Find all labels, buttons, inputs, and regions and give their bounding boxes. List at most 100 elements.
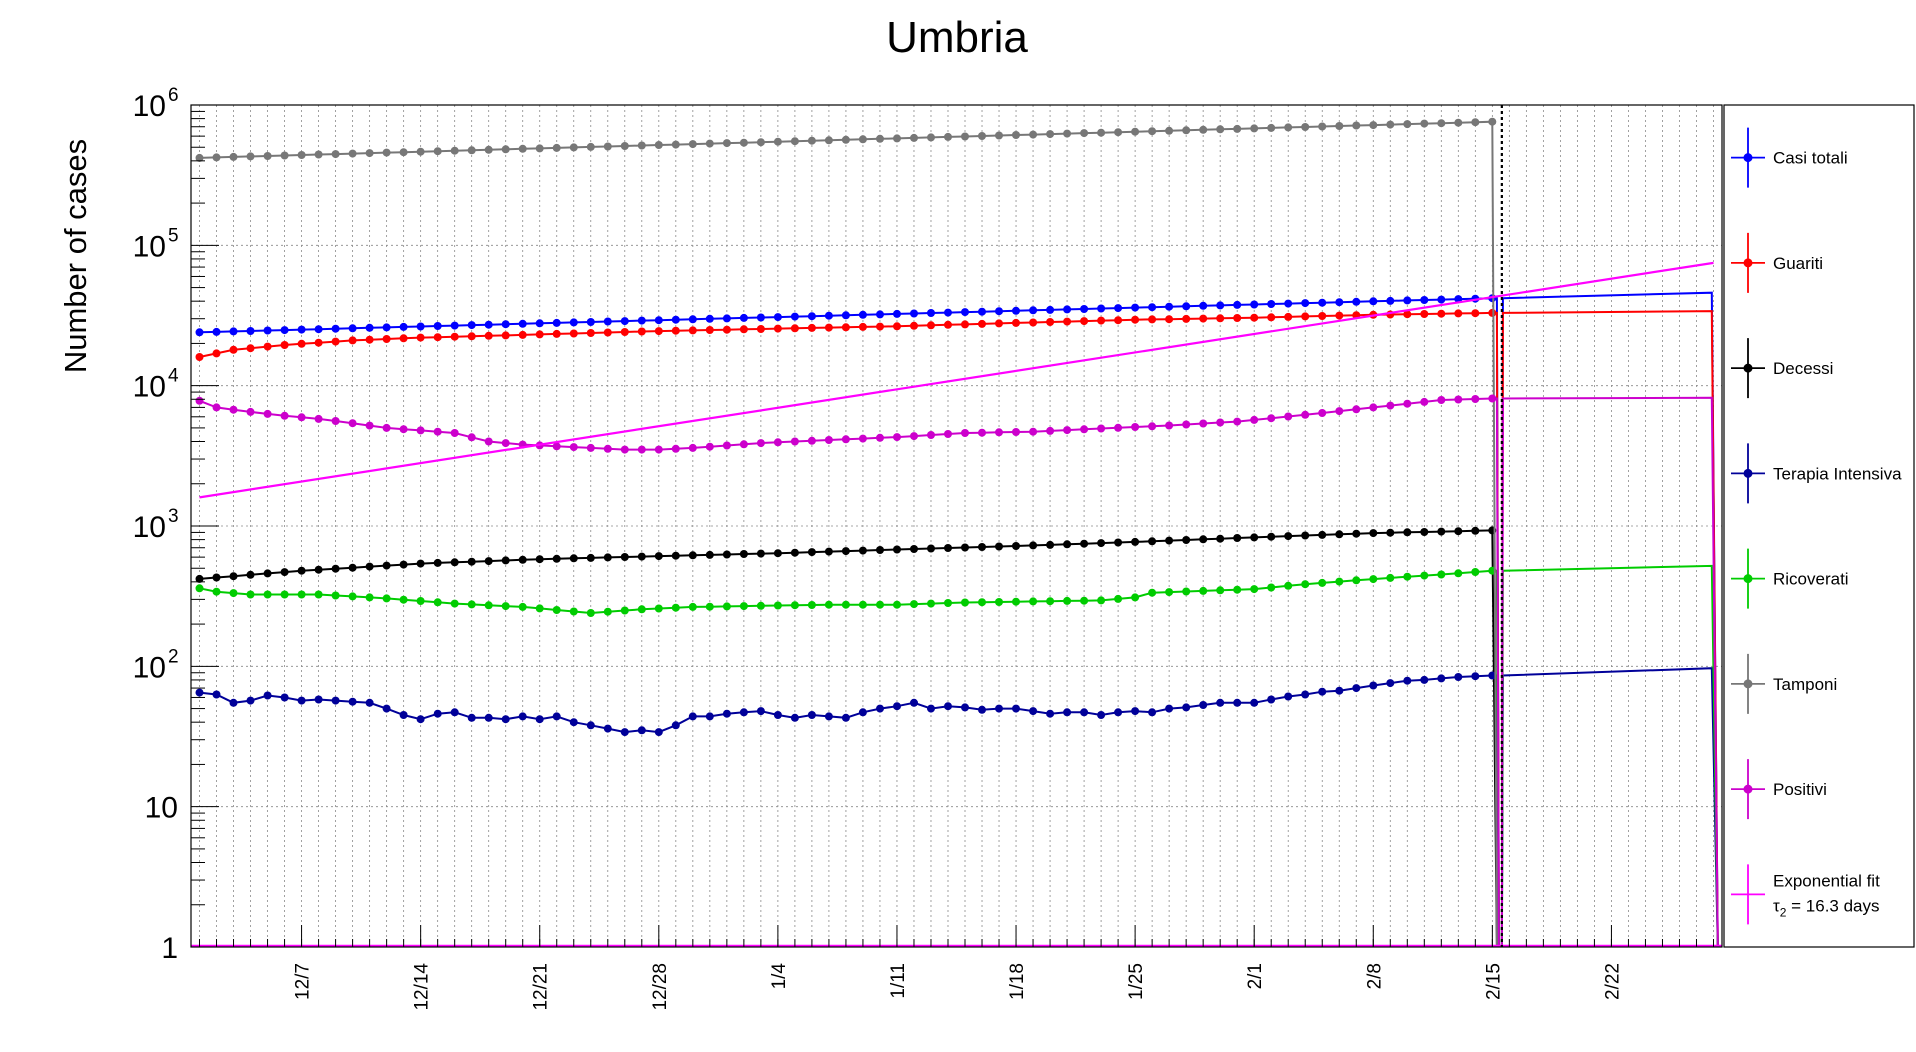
data-point <box>433 709 442 718</box>
data-point <box>1437 674 1446 683</box>
data-point <box>1369 681 1378 690</box>
data-point <box>824 712 833 721</box>
data-point <box>944 702 952 711</box>
data-point <box>348 592 357 601</box>
data-point <box>1182 420 1191 429</box>
data-point <box>671 721 680 730</box>
data-point <box>1233 300 1242 309</box>
fit-line <box>199 261 1714 499</box>
data-point <box>229 327 238 336</box>
data-point <box>229 589 238 598</box>
data-point <box>637 552 646 561</box>
data-point <box>1114 538 1123 547</box>
data-point <box>1114 708 1123 717</box>
data-point <box>961 543 969 552</box>
data-point <box>1199 701 1208 709</box>
data-point <box>246 570 255 579</box>
data-point <box>1182 587 1191 596</box>
data-point <box>263 326 272 335</box>
data-point <box>688 551 697 560</box>
data-point <box>773 711 782 719</box>
data-point <box>1182 703 1191 712</box>
series-extension-line <box>1500 396 1719 948</box>
data-point <box>773 313 782 322</box>
data-point <box>841 713 850 722</box>
series-decessi <box>195 526 1498 948</box>
data-point <box>1114 304 1123 313</box>
x-tick-label: 1/25 <box>1126 963 1147 1000</box>
data-point <box>841 135 850 144</box>
data-point <box>1352 684 1361 693</box>
data-point <box>1386 528 1395 537</box>
data-point <box>1233 698 1242 707</box>
data-point <box>416 333 425 342</box>
data-point <box>1454 395 1463 404</box>
data-point <box>1080 305 1089 313</box>
data-point <box>1454 569 1463 578</box>
data-point <box>246 696 255 705</box>
data-point <box>1114 128 1123 137</box>
data-point <box>654 604 663 613</box>
data-point <box>1012 597 1020 606</box>
data-point <box>552 712 561 721</box>
data-point <box>552 318 561 327</box>
data-point <box>1335 298 1344 307</box>
data-point <box>1301 312 1310 321</box>
data-point <box>910 432 918 441</box>
data-point <box>229 572 238 581</box>
series-guariti <box>195 308 1719 948</box>
data-point <box>195 574 204 583</box>
data-point <box>331 564 340 573</box>
data-point <box>1420 296 1429 304</box>
data-point <box>297 696 306 705</box>
data-point <box>263 590 272 599</box>
data-point <box>841 323 850 332</box>
data-point <box>552 606 561 614</box>
data-point <box>1386 120 1395 129</box>
legend-label-fit-param: τ2 = 16.3 days <box>1773 896 1880 919</box>
data-point <box>382 594 391 603</box>
data-point <box>722 602 731 611</box>
data-point <box>841 600 850 609</box>
data-point <box>1471 118 1480 127</box>
data-point <box>1437 119 1446 128</box>
data-point <box>893 433 901 442</box>
data-point <box>1318 298 1327 307</box>
data-point <box>365 593 374 602</box>
data-point <box>399 425 408 434</box>
data-point <box>1148 588 1157 597</box>
data-point <box>535 715 544 724</box>
data-point <box>1471 568 1480 576</box>
data-point <box>212 587 221 596</box>
data-point <box>978 307 986 316</box>
data-point <box>246 407 255 416</box>
data-point <box>893 600 901 609</box>
data-point <box>348 563 357 572</box>
data-point <box>620 328 629 336</box>
data-point <box>1284 532 1293 541</box>
data-point <box>1216 534 1225 543</box>
data-point <box>1148 422 1157 431</box>
x-tick-label: 1/18 <box>1007 963 1028 1000</box>
data-point <box>1165 421 1174 430</box>
data-point <box>382 704 391 713</box>
data-point <box>280 151 289 160</box>
data-point <box>790 713 799 722</box>
data-point <box>1148 537 1157 546</box>
data-point <box>314 565 323 574</box>
data-point <box>1012 542 1020 550</box>
data-point <box>637 316 646 325</box>
x-tick-label: 12/14 <box>412 963 433 1011</box>
y-tick-exponent: 4 <box>168 366 179 387</box>
data-point <box>1080 539 1089 548</box>
data-point <box>927 321 935 330</box>
data-point <box>1233 314 1242 322</box>
data-point <box>365 149 374 158</box>
data-point <box>1318 687 1327 696</box>
data-point <box>688 326 697 335</box>
data-point <box>603 553 612 562</box>
data-point <box>535 604 544 613</box>
legend-label: Positivi <box>1773 780 1827 799</box>
y-tick-label: 10 <box>133 371 166 404</box>
x-tick-label: 1/4 <box>769 963 790 990</box>
